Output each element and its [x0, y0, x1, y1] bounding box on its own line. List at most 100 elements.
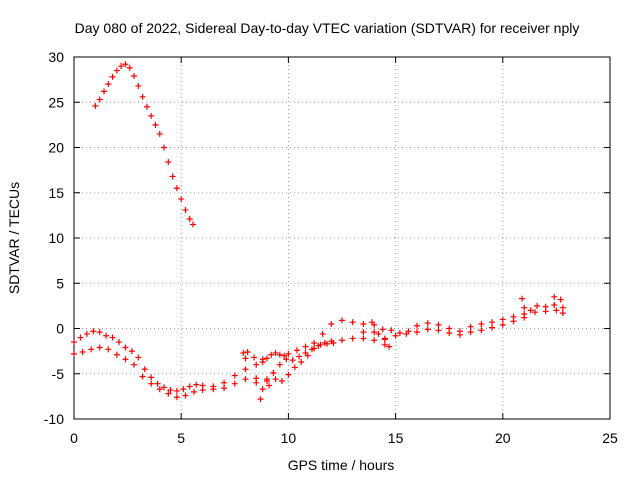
data-point	[156, 130, 163, 137]
data-point	[92, 102, 99, 109]
data-point	[178, 196, 185, 203]
data-point	[263, 355, 270, 362]
x-tick-label: 5	[177, 430, 185, 446]
data-point	[381, 341, 388, 348]
x-tick-label: 0	[70, 430, 78, 446]
data-point	[244, 349, 251, 356]
data-point	[414, 322, 421, 329]
data-point	[499, 316, 506, 323]
data-point	[521, 314, 528, 321]
data-point	[173, 185, 180, 192]
x-tick-labels: 0 5 10 15 20 25	[70, 430, 618, 446]
data-point	[242, 355, 249, 362]
data-point	[79, 349, 86, 356]
data-point	[424, 320, 431, 327]
data-point	[199, 387, 206, 394]
data-point	[278, 377, 285, 384]
data-point	[308, 346, 315, 353]
data-point	[489, 324, 496, 331]
data-point	[551, 293, 558, 300]
y-axis-label: SDTVAR / TECUs	[6, 182, 22, 294]
data-point	[128, 348, 135, 355]
data-point	[478, 327, 485, 334]
series-segment-c-lower	[253, 335, 388, 393]
data-point	[435, 321, 442, 328]
data-point	[510, 318, 517, 325]
data-point	[360, 329, 367, 336]
data-point	[375, 330, 382, 337]
data-point	[272, 376, 279, 383]
data-point	[349, 319, 356, 326]
data-point	[135, 82, 142, 89]
data-point	[276, 351, 283, 358]
series-segment-d	[371, 301, 566, 337]
data-point	[135, 354, 142, 361]
data-point	[291, 364, 298, 371]
data-point	[169, 173, 176, 180]
data-point	[148, 380, 155, 387]
data-point	[559, 310, 566, 317]
data-point	[116, 339, 123, 346]
data-point	[276, 361, 283, 368]
data-point	[283, 356, 290, 363]
data-point	[131, 361, 138, 368]
series-segment-c-lower-2	[263, 338, 335, 383]
data-point	[156, 386, 163, 393]
x-tick-label: 10	[281, 430, 297, 446]
data-point	[302, 349, 309, 356]
data-point	[321, 339, 328, 346]
data-point	[165, 390, 172, 397]
data-point	[369, 319, 376, 326]
data-point	[559, 304, 566, 311]
data-point	[71, 339, 77, 346]
data-point	[231, 380, 238, 387]
data-point	[101, 88, 108, 95]
series-segment-a	[92, 61, 196, 228]
data-point	[360, 320, 367, 327]
data-point	[551, 301, 558, 308]
data-point	[379, 326, 386, 333]
data-point	[88, 346, 95, 353]
data-point	[381, 336, 388, 343]
data-point	[122, 344, 129, 351]
y-tick-label: 25	[48, 94, 64, 110]
data-point	[141, 366, 148, 373]
data-point	[253, 379, 260, 386]
data-point	[189, 221, 196, 228]
data-point	[139, 93, 146, 100]
data-point	[553, 307, 560, 314]
data-point	[186, 215, 193, 222]
data-point	[270, 369, 277, 376]
data-point	[499, 321, 506, 328]
data-point	[259, 386, 266, 393]
data-point	[467, 323, 474, 330]
data-point	[403, 330, 410, 337]
y-tick-label: 20	[48, 140, 64, 156]
x-tick-label: 25	[602, 430, 618, 446]
data-point	[113, 351, 120, 358]
data-point	[167, 387, 174, 394]
data-point	[90, 328, 97, 335]
data-point	[534, 302, 541, 309]
data-point	[266, 382, 273, 389]
data-point	[173, 394, 180, 401]
data-point	[285, 371, 292, 378]
data-point	[109, 73, 116, 80]
y-tick-labels: -10 -5 0 5 10 15 20 25 30	[44, 49, 64, 427]
data-point	[77, 334, 84, 341]
data-point	[349, 335, 356, 342]
x-tick-label: 20	[495, 430, 511, 446]
data-point	[186, 383, 193, 390]
data-point	[240, 349, 247, 356]
data-point	[478, 320, 485, 327]
data-point	[388, 327, 395, 334]
data-point	[143, 103, 150, 110]
data-point	[302, 343, 309, 350]
y-tick-label: -10	[44, 411, 64, 427]
data-point	[161, 144, 168, 151]
data-point	[182, 206, 189, 213]
y-tick-label: 5	[56, 275, 64, 291]
y-tick-label: 15	[48, 185, 64, 201]
y-tick-label: 0	[56, 321, 64, 337]
y-tick-label: 30	[48, 49, 64, 65]
